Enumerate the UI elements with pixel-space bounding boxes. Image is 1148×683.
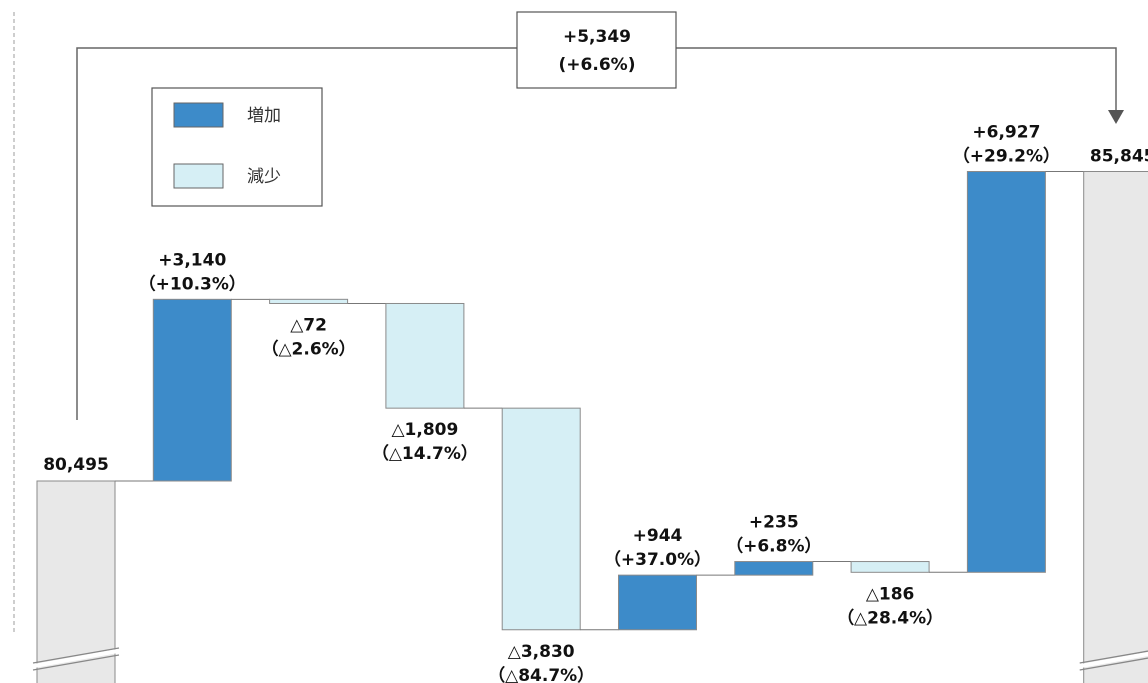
bar-value-label-7: △186 [866, 584, 915, 604]
bar-value-label-8: +6,927 [972, 123, 1040, 143]
start-axis-break [32, 647, 120, 671]
waterfall-bar-1 [152, 298, 232, 482]
bar-value-label-6: +235 [749, 513, 799, 533]
end-axis-break-gap [1080, 651, 1148, 668]
legend-swatch-decrease [173, 163, 224, 189]
end-total-label: 85,845 [1090, 147, 1148, 167]
start-total-label: 80,495 [43, 455, 109, 475]
bar-pct-label-8: （+29.2%） [953, 146, 1060, 167]
end-axis-break [1079, 650, 1148, 671]
total-change-arrowhead [1108, 110, 1124, 124]
waterfall-bar-5 [618, 574, 697, 631]
total-change-box [516, 11, 677, 89]
bar-value-label-3: △1,809 [391, 420, 458, 440]
waterfall-bar-6 [734, 561, 814, 576]
bar-value-label-2: △72 [290, 315, 327, 335]
bar-pct-label-6: （+6.8%） [726, 536, 821, 557]
legend-swatch-increase [173, 102, 224, 128]
bar-pct-label-5: （+37.0%） [604, 549, 711, 570]
bar-pct-label-7: （△28.4%） [837, 607, 943, 628]
bar-value-label-4: △3,830 [508, 642, 575, 662]
bar-value-label-1: +3,140 [158, 250, 226, 270]
labels-layer: 80,495 +3,140 （+10.3%） △72 （△2.6%） △1,809 （△14… [43, 123, 1148, 683]
legend-label-increase: 増加 [247, 106, 281, 126]
waterfall-bar-2 [269, 298, 349, 304]
waterfall-bar-3 [385, 302, 465, 409]
bar-value-label-5: +944 [633, 526, 683, 546]
end-total-bar [1083, 171, 1148, 683]
total-change-pct: (+6.6%) [559, 55, 636, 75]
bar-pct-label-2: （△2.6%） [261, 338, 355, 359]
bar-pct-label-1: （+10.3%） [139, 273, 246, 294]
waterfall-bar-7 [850, 561, 930, 573]
start-total-bar [36, 480, 116, 683]
total-change-value: +5,349 [563, 27, 631, 47]
waterfall-bar-8 [966, 171, 1046, 573]
waterfall-bar-4 [501, 407, 581, 631]
start-axis-break-gap [33, 649, 119, 668]
bars-layer [32, 171, 1148, 683]
legend-label-decrease: 減少 [247, 167, 281, 187]
bar-pct-label-3: （△14.7%） [372, 443, 478, 464]
bar-pct-label-4: （△84.7%） [488, 665, 594, 683]
